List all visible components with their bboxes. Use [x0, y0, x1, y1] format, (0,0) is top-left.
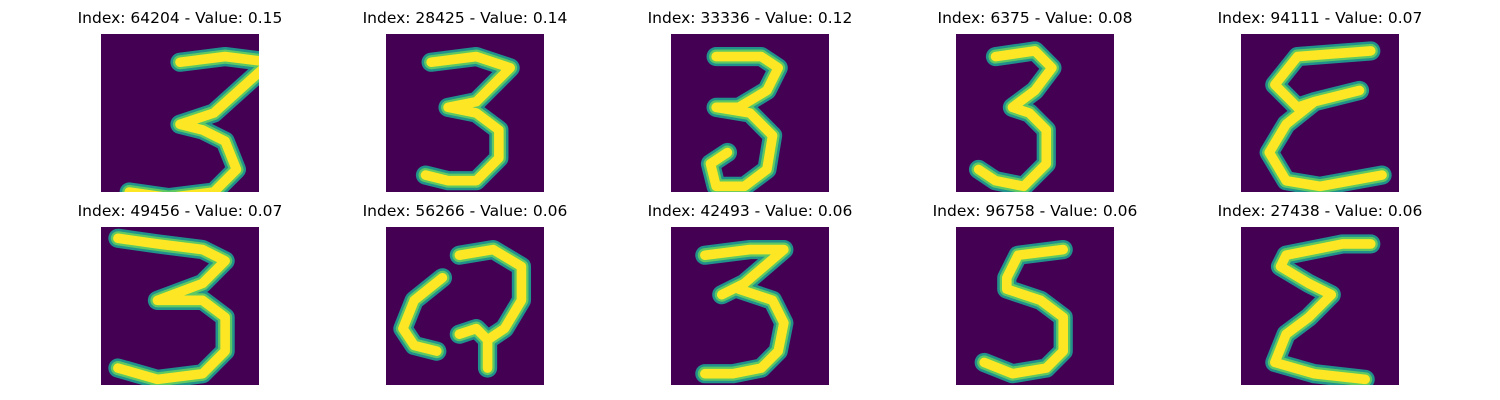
image-title: Index: 94111 - Value: 0.07: [1190, 8, 1450, 28]
image-cell: Index: 28425 - Value: 0.14: [335, 0, 595, 190]
image-cell: Index: 42493 - Value: 0.06: [620, 193, 880, 383]
image-title: Index: 96758 - Value: 0.06: [905, 201, 1165, 221]
digit-image: [956, 34, 1114, 192]
digit-image: [1241, 227, 1399, 385]
digit-image: [386, 227, 544, 385]
image-cell: Index: 33336 - Value: 0.12: [620, 0, 880, 190]
image-cell: Index: 49456 - Value: 0.07: [50, 193, 310, 383]
digit-image: [101, 227, 259, 385]
image-cell: Index: 94111 - Value: 0.07: [1190, 0, 1450, 190]
digit-image: [671, 227, 829, 385]
image-title: Index: 33336 - Value: 0.12: [620, 8, 880, 28]
image-title: Index: 64204 - Value: 0.15: [50, 8, 310, 28]
digit-image: [1241, 34, 1399, 192]
digit-image: [386, 34, 544, 192]
image-title: Index: 49456 - Value: 0.07: [50, 201, 310, 221]
image-cell: Index: 6375 - Value: 0.08: [905, 0, 1165, 190]
digit-image: [956, 227, 1114, 385]
image-title: Index: 56266 - Value: 0.06: [335, 201, 595, 221]
digit-image: [671, 34, 829, 192]
image-cell: Index: 27438 - Value: 0.06: [1190, 193, 1450, 383]
image-title: Index: 27438 - Value: 0.06: [1190, 201, 1450, 221]
digit-image: [101, 34, 259, 192]
image-cell: Index: 56266 - Value: 0.06: [335, 193, 595, 383]
image-title: Index: 28425 - Value: 0.14: [335, 8, 595, 28]
image-title: Index: 42493 - Value: 0.06: [620, 201, 880, 221]
image-cell: Index: 96758 - Value: 0.06: [905, 193, 1165, 383]
image-title: Index: 6375 - Value: 0.08: [905, 8, 1165, 28]
image-cell: Index: 64204 - Value: 0.15: [50, 0, 310, 190]
